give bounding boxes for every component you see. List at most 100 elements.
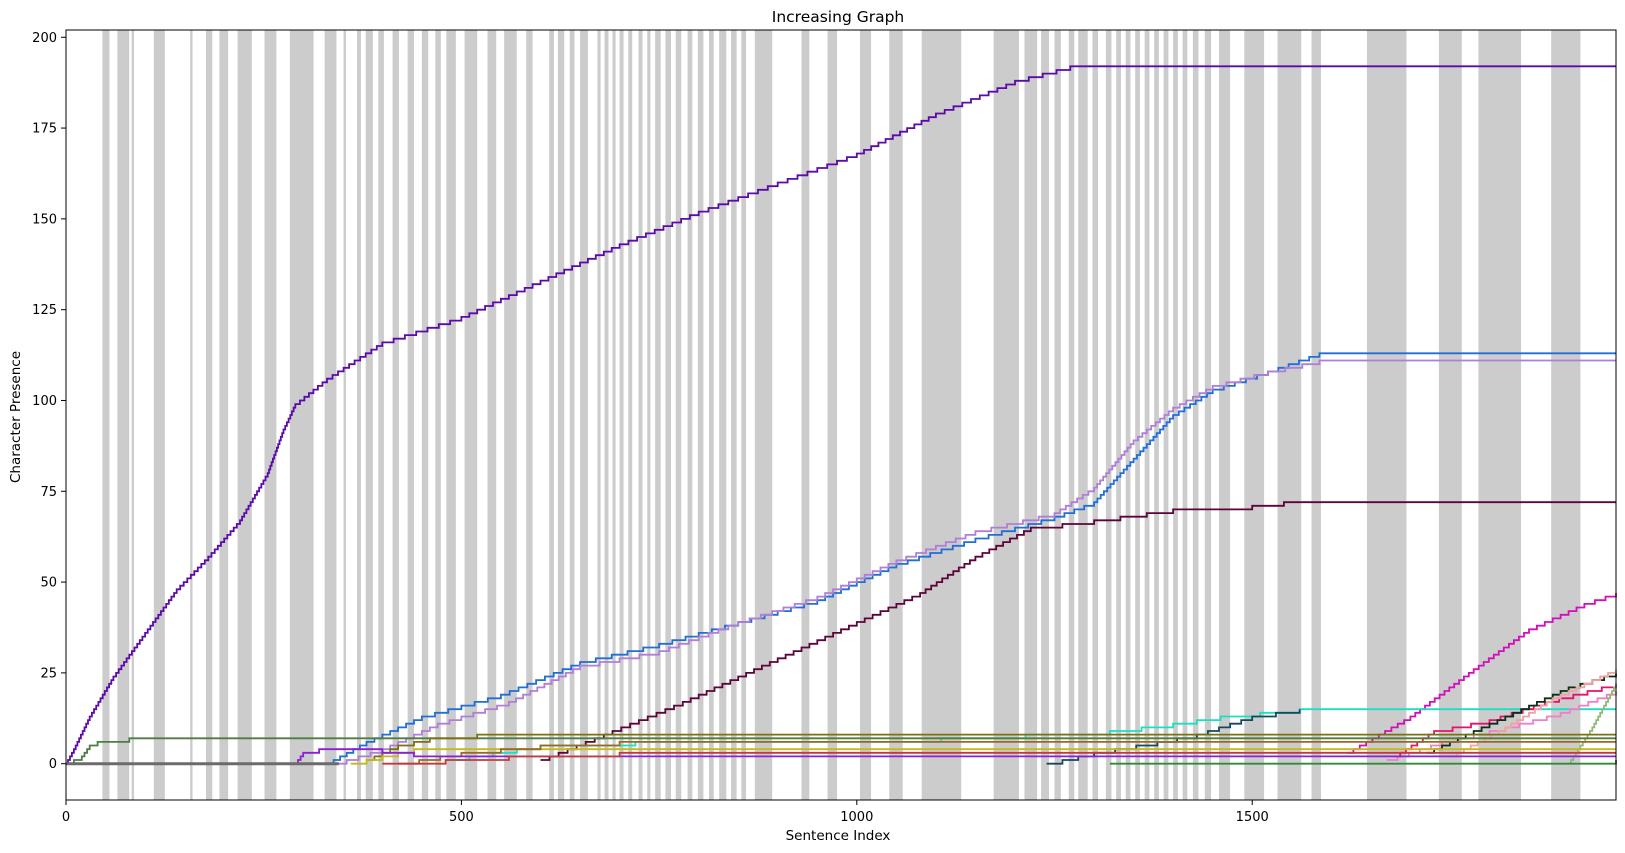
shaded-band xyxy=(1204,30,1212,800)
shaded-band xyxy=(1192,30,1199,800)
shaded-band xyxy=(1092,30,1099,800)
shaded-band xyxy=(1078,30,1088,800)
shaded-band xyxy=(1144,30,1150,800)
shaded-bands xyxy=(102,30,1581,800)
shaded-band xyxy=(801,30,810,800)
x-tick-label: 0 xyxy=(62,810,70,825)
shaded-band xyxy=(1244,30,1265,800)
shaded-band xyxy=(1125,30,1131,800)
series-line xyxy=(540,501,1616,761)
shaded-band xyxy=(557,30,565,800)
shaded-band xyxy=(407,30,414,800)
shaded-band xyxy=(549,30,554,800)
y-tick-label: 150 xyxy=(32,212,57,227)
shaded-band xyxy=(264,30,277,800)
series-line xyxy=(66,737,1616,765)
shaded-band xyxy=(569,30,575,800)
shaded-band xyxy=(1068,30,1075,800)
shaded-band xyxy=(719,30,727,800)
shaded-band xyxy=(1277,30,1302,800)
shaded-band xyxy=(754,30,773,800)
plot-frame xyxy=(65,29,1617,801)
shaded-band xyxy=(889,30,903,800)
shaded-band xyxy=(647,30,651,800)
shaded-band xyxy=(612,30,616,800)
series-line xyxy=(334,359,1616,765)
shaded-band xyxy=(117,30,130,800)
y-axis-ticks: 0 25 50 75 100 125 150 175 200 xyxy=(32,31,66,772)
series-line xyxy=(1568,683,1617,765)
shaded-band xyxy=(237,30,252,800)
shaded-band xyxy=(153,30,165,800)
shaded-band xyxy=(1438,30,1462,800)
series-line xyxy=(1449,669,1617,758)
series-lines xyxy=(66,65,1617,766)
chart-title: Increasing Graph xyxy=(772,8,905,26)
shaded-band xyxy=(1154,30,1159,800)
shaded-band xyxy=(827,30,838,800)
shaded-band xyxy=(597,30,601,800)
shaded-band xyxy=(324,30,337,800)
shaded-band xyxy=(1311,30,1322,800)
shaded-band xyxy=(655,30,661,800)
shaded-band xyxy=(421,30,429,800)
y-tick-label: 50 xyxy=(40,576,57,591)
shaded-band xyxy=(205,30,213,800)
shaded-band xyxy=(487,30,497,800)
x-axis-label: Sentence Index xyxy=(786,828,891,844)
shaded-band xyxy=(1054,30,1061,800)
shaded-band xyxy=(378,30,384,800)
series-line xyxy=(366,733,1616,761)
shaded-band xyxy=(526,30,533,800)
shaded-band xyxy=(675,30,682,800)
y-tick-label: 100 xyxy=(32,394,57,409)
shaded-band xyxy=(435,30,441,800)
shaded-band xyxy=(859,30,872,800)
series-line xyxy=(398,741,1616,765)
x-tick-label: 1000 xyxy=(840,810,873,825)
series-line xyxy=(382,751,1616,765)
series-line xyxy=(1347,593,1617,754)
y-tick-label: 75 xyxy=(40,485,57,500)
y-tick-label: 175 xyxy=(32,122,57,137)
shaded-band xyxy=(1478,30,1522,800)
shaded-band xyxy=(619,30,624,800)
y-tick-label: 0 xyxy=(49,757,57,772)
shaded-band xyxy=(365,30,373,800)
shaded-band xyxy=(1041,30,1049,800)
shaded-band xyxy=(697,30,704,800)
shaded-band xyxy=(604,30,609,800)
y-tick-label: 125 xyxy=(32,303,57,318)
x-tick-label: 500 xyxy=(449,810,474,825)
series-line xyxy=(1394,683,1617,758)
shaded-band xyxy=(665,30,671,800)
shaded-band xyxy=(1551,30,1581,800)
shaded-band xyxy=(219,30,229,800)
shaded-band xyxy=(1366,30,1407,800)
y-axis-label: Character Presence xyxy=(8,351,24,483)
shaded-band xyxy=(731,30,737,800)
shaded-band xyxy=(1219,30,1231,800)
shaded-band xyxy=(628,30,633,800)
shaded-band xyxy=(921,30,962,800)
shaded-band xyxy=(392,30,399,800)
shaded-band xyxy=(289,30,314,800)
y-tick-label: 25 xyxy=(40,666,57,681)
shaded-band xyxy=(1116,30,1121,800)
shaded-band xyxy=(580,30,588,800)
shaded-band xyxy=(638,30,643,800)
x-tick-label: 1500 xyxy=(1236,810,1269,825)
shaded-band xyxy=(464,30,478,800)
shaded-band xyxy=(1182,30,1188,800)
shaded-band xyxy=(1105,30,1112,800)
shaded-band xyxy=(1024,30,1038,800)
shaded-band xyxy=(446,30,456,800)
shaded-band xyxy=(190,30,193,800)
shaded-band xyxy=(357,30,361,800)
shaded-band xyxy=(131,30,135,800)
shaded-band xyxy=(504,30,517,800)
shaded-band xyxy=(1135,30,1140,800)
series-line xyxy=(350,748,1616,765)
series-line xyxy=(327,352,1616,765)
